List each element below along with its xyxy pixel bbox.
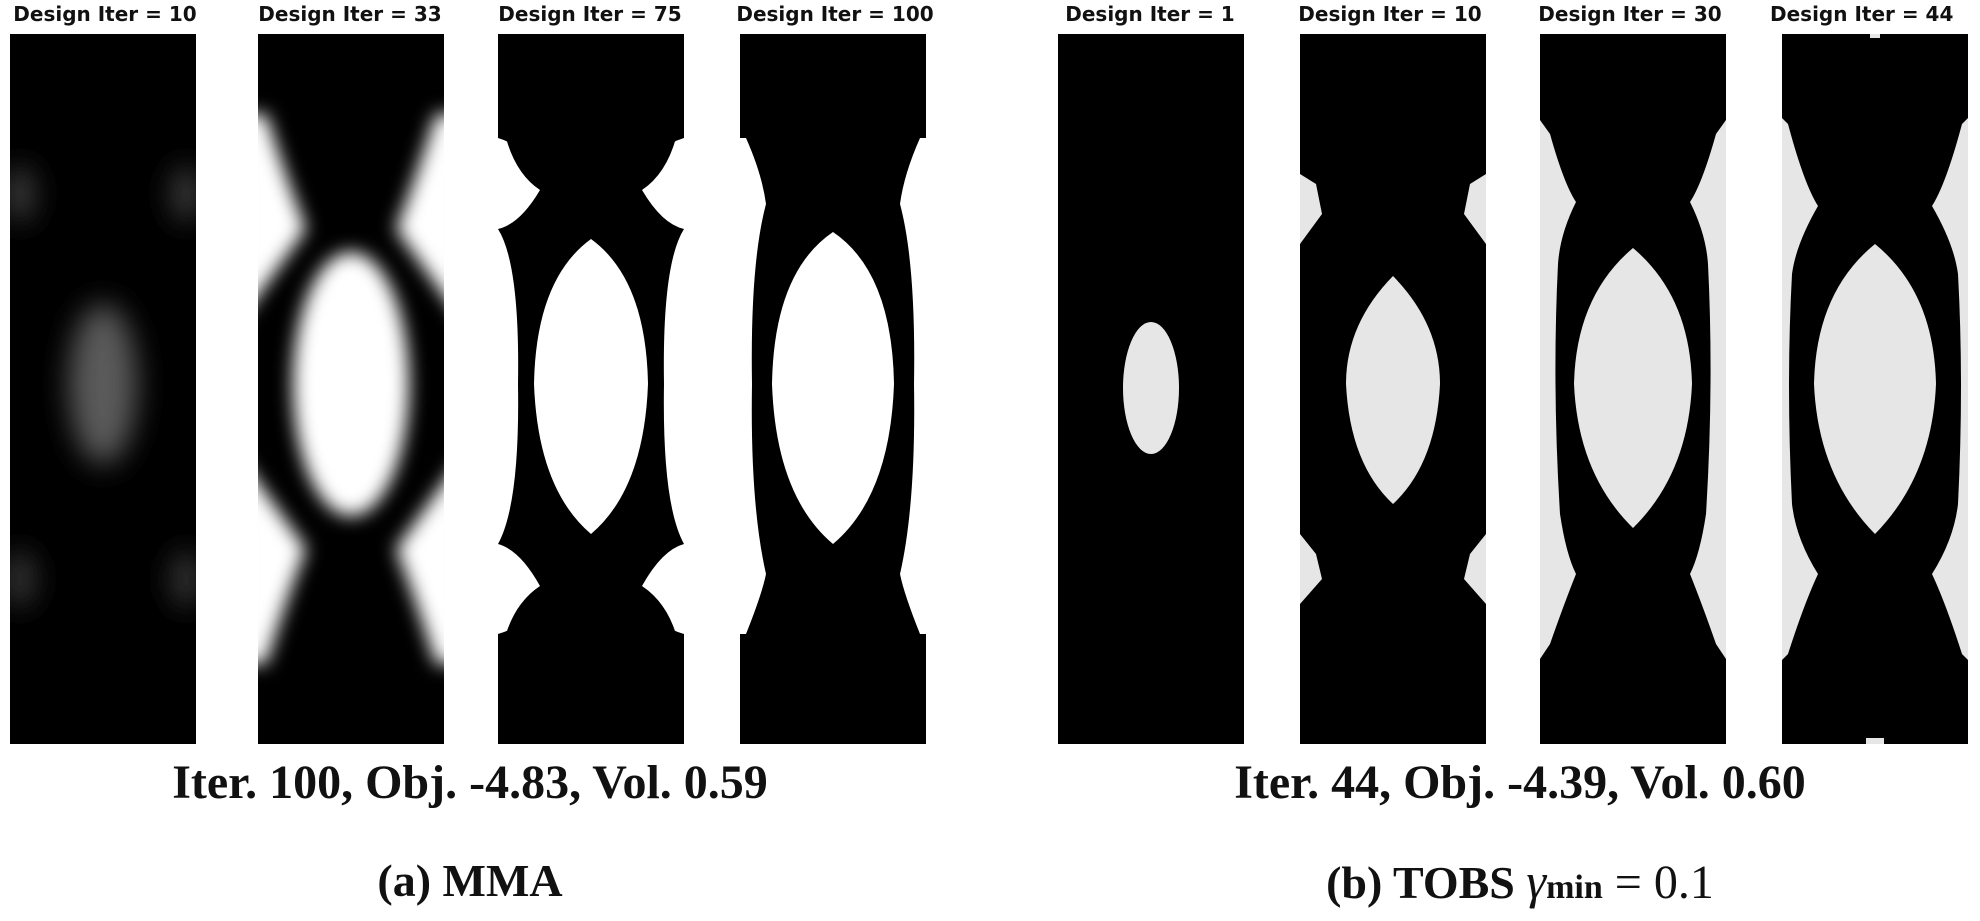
gamma-subscript: min	[1546, 869, 1603, 906]
mma-design-iter-100-image	[740, 34, 926, 744]
tobs-result-summary: Iter. 44, Obj. -4.39, Vol. 0.60	[1234, 756, 1806, 809]
mma-panel-4-title: Design Iter = 100	[736, 2, 934, 26]
mma-panel-3-title: Design Iter = 75	[498, 2, 682, 26]
gamma-value: = 0.1	[1602, 856, 1714, 909]
mma-design-iter-33-image	[258, 34, 444, 744]
mma-result-summary: Iter. 100, Obj. -4.83, Vol. 0.59	[172, 756, 768, 809]
mma-caption: (a) MMA	[377, 855, 563, 906]
tobs-design-iter-1-image	[1058, 34, 1244, 744]
tobs-design-iter-30-image	[1540, 34, 1726, 744]
mma-design-iter-10-image	[10, 34, 196, 744]
tobs-panel-2-title: Design Iter = 10	[1298, 2, 1482, 26]
tobs-panel-1-title: Design Iter = 1	[1065, 2, 1235, 26]
tobs-design-iter-44-image	[1782, 34, 1968, 744]
mma-panel-1-title: Design Iter = 10	[13, 2, 197, 26]
tobs-panel-3-title: Design Iter = 30	[1538, 2, 1722, 26]
mma-design-iter-75-image	[498, 34, 684, 744]
tobs-caption: (b) TOBS γmin = 0.1	[1050, 848, 1980, 914]
tobs-panel-4-title: Design Iter = 44	[1770, 2, 1954, 26]
tobs-design-iter-10-image	[1300, 34, 1486, 744]
gamma-symbol: γ	[1526, 853, 1547, 909]
tobs-caption-prefix: (b) TOBS	[1326, 857, 1515, 908]
mma-panel-2-title: Design Iter = 33	[258, 2, 442, 26]
